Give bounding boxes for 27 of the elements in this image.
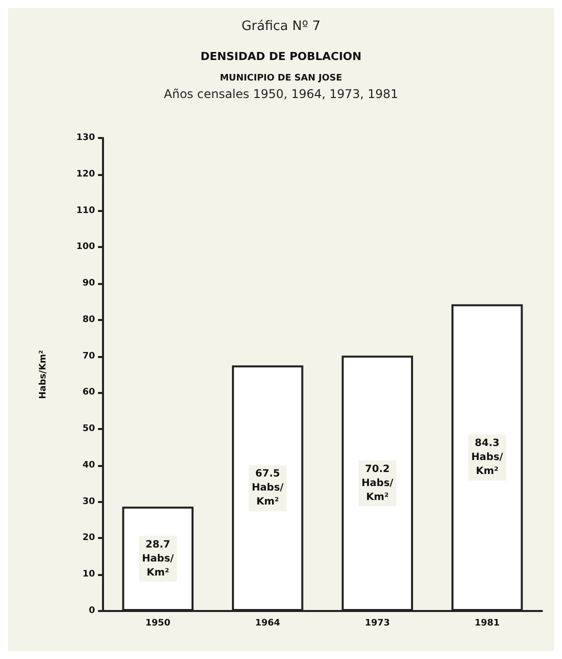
y-tick-label: 60 (82, 388, 95, 398)
data-label: 84.3 Habs/ Km² (471, 438, 504, 478)
y-tick-label: 20 (82, 533, 95, 544)
y-tick-label: 80 (82, 314, 95, 325)
y-tick-label: 100 (76, 242, 95, 252)
y-axis-title: Habs/Km² (38, 350, 48, 399)
y-tick-label: 40 (82, 460, 95, 470)
data-label: 28.7 Habs/ Km² (142, 539, 174, 578)
text: Gráfica Nº 7 (241, 19, 321, 34)
x-tick-label: 1950 (145, 618, 170, 628)
chart-title: DENSIDAD DE POBLACION (200, 50, 362, 63)
y-tick-label: 0 (88, 606, 95, 616)
y-tick-label: 130 (76, 133, 95, 143)
y-tick-label: 70 (82, 351, 95, 362)
y-tick-label: 50 (82, 424, 95, 434)
y-tick-label: 30 (82, 496, 95, 507)
y-tick-label: 90 (82, 278, 95, 289)
x-tick-label: 1973 (364, 618, 390, 628)
x-tick-label: 1964 (255, 618, 280, 628)
x-tick-label: 1981 (474, 618, 500, 628)
data-label: 67.5 Habs/ Km² (252, 468, 284, 508)
y-tick-label: 10 (82, 570, 95, 580)
chart-subtitle: MUNICIPIO DE SAN JOSE (220, 74, 342, 84)
y-tick-label: 120 (76, 169, 95, 180)
text: Años censales 1950, 1964, 1973, 1981 (164, 87, 398, 101)
y-tick-label: 110 (76, 206, 95, 216)
data-label: 70.2 Habs/ Km² (361, 464, 394, 503)
